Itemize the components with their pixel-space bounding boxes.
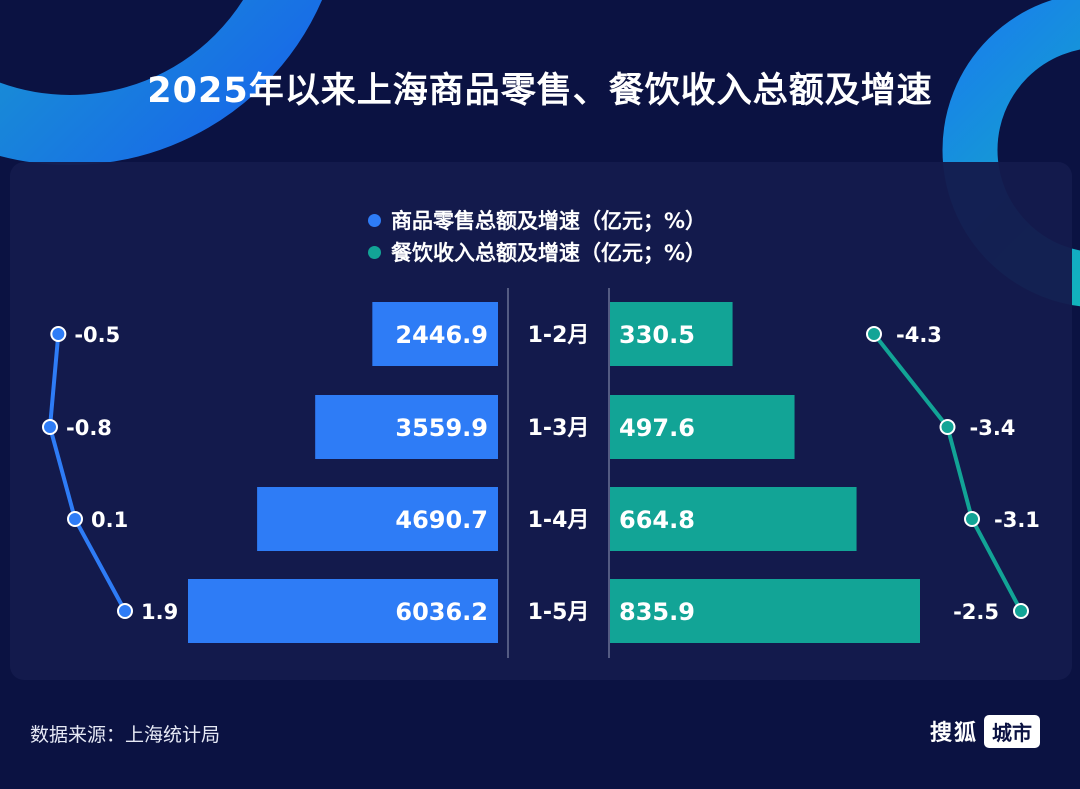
growth-label-retail: 0.1 <box>91 508 128 532</box>
brand-logo: 搜狐 城市 <box>930 714 1041 748</box>
legend-item-retail: 商品零售总额及增速（亿元；%） <box>368 204 706 236</box>
growth-point-retail <box>42 419 58 435</box>
legend-dot-retail <box>368 213 381 227</box>
growth-line-retail <box>48 333 127 612</box>
bar-catering <box>610 579 920 643</box>
decor <box>0 0 1080 307</box>
growth-point-catering <box>964 511 980 527</box>
growth-label-retail: 1.9 <box>141 600 178 624</box>
bar-label-retail: 4690.7 <box>395 506 488 534</box>
bar-retail <box>372 302 498 366</box>
bar-retail <box>188 579 498 643</box>
bar-label-catering: 664.8 <box>619 506 695 534</box>
bar-catering <box>610 487 857 551</box>
brand-tag: 城市 <box>984 714 1041 748</box>
bar-label-catering: 497.6 <box>619 414 695 442</box>
bar-label-retail: 2446.9 <box>395 321 488 349</box>
growth-label-catering: -3.4 <box>970 416 1016 440</box>
growth-point-catering <box>866 326 882 342</box>
legend: 商品零售总额及增速（亿元；%） 餐饮收入总额及增速（亿元；%） <box>368 204 706 268</box>
bar-label-catering: 835.9 <box>619 598 695 626</box>
bar-label-retail: 3559.9 <box>395 414 488 442</box>
bar-retail <box>315 395 498 459</box>
growth-label-catering: -4.3 <box>896 323 942 347</box>
growth-line-catering <box>872 332 1023 612</box>
growth-point-retail <box>117 603 133 619</box>
category-label: 1-3月 <box>528 416 590 441</box>
growth-label-catering: -2.5 <box>953 600 999 624</box>
legend-item-catering: 餐饮收入总额及增速（亿元；%） <box>368 236 706 268</box>
category-label: 1-5月 <box>528 600 590 625</box>
legend-label-retail: 商品零售总额及增速（亿元；%） <box>391 209 707 233</box>
growth-label-retail: -0.5 <box>74 323 120 347</box>
bar-label-catering: 330.5 <box>619 321 695 349</box>
growth-label-retail: -0.8 <box>66 416 112 440</box>
growth-label-catering: -3.1 <box>994 508 1040 532</box>
bar-catering <box>610 302 733 366</box>
growth-point-catering <box>1013 603 1029 619</box>
growth-point-catering <box>939 419 956 435</box>
decor-arc-right <box>942 0 1080 307</box>
bar-retail <box>257 487 498 551</box>
bar-catering <box>610 395 795 459</box>
growth-point-retail <box>67 511 83 527</box>
category-label: 1-2月 <box>528 323 590 348</box>
decor-arc-left <box>0 0 323 165</box>
bars-group: 2446.9 330.5 1-2月 3559.9 497.6 1-3月 4690.7 664.… <box>188 302 920 643</box>
page-title: 2025年以来上海商品零售、餐饮收入总额及增速 <box>147 71 933 111</box>
category-label: 1-4月 <box>528 508 590 533</box>
legend-label-catering: 餐饮收入总额及增速（亿元；%） <box>391 241 707 265</box>
bar-label-retail: 6036.2 <box>395 598 488 626</box>
data-source: 数据来源：上海统计局 <box>30 724 221 746</box>
brand-name: 搜狐 <box>930 721 979 746</box>
growth-point-retail <box>50 326 67 342</box>
growth-lines-group: -0.5 -0.8 0.1 1.9 -4.3 -3.4 -3.1 -2.5 <box>42 323 1040 624</box>
legend-dot-catering <box>368 245 381 259</box>
